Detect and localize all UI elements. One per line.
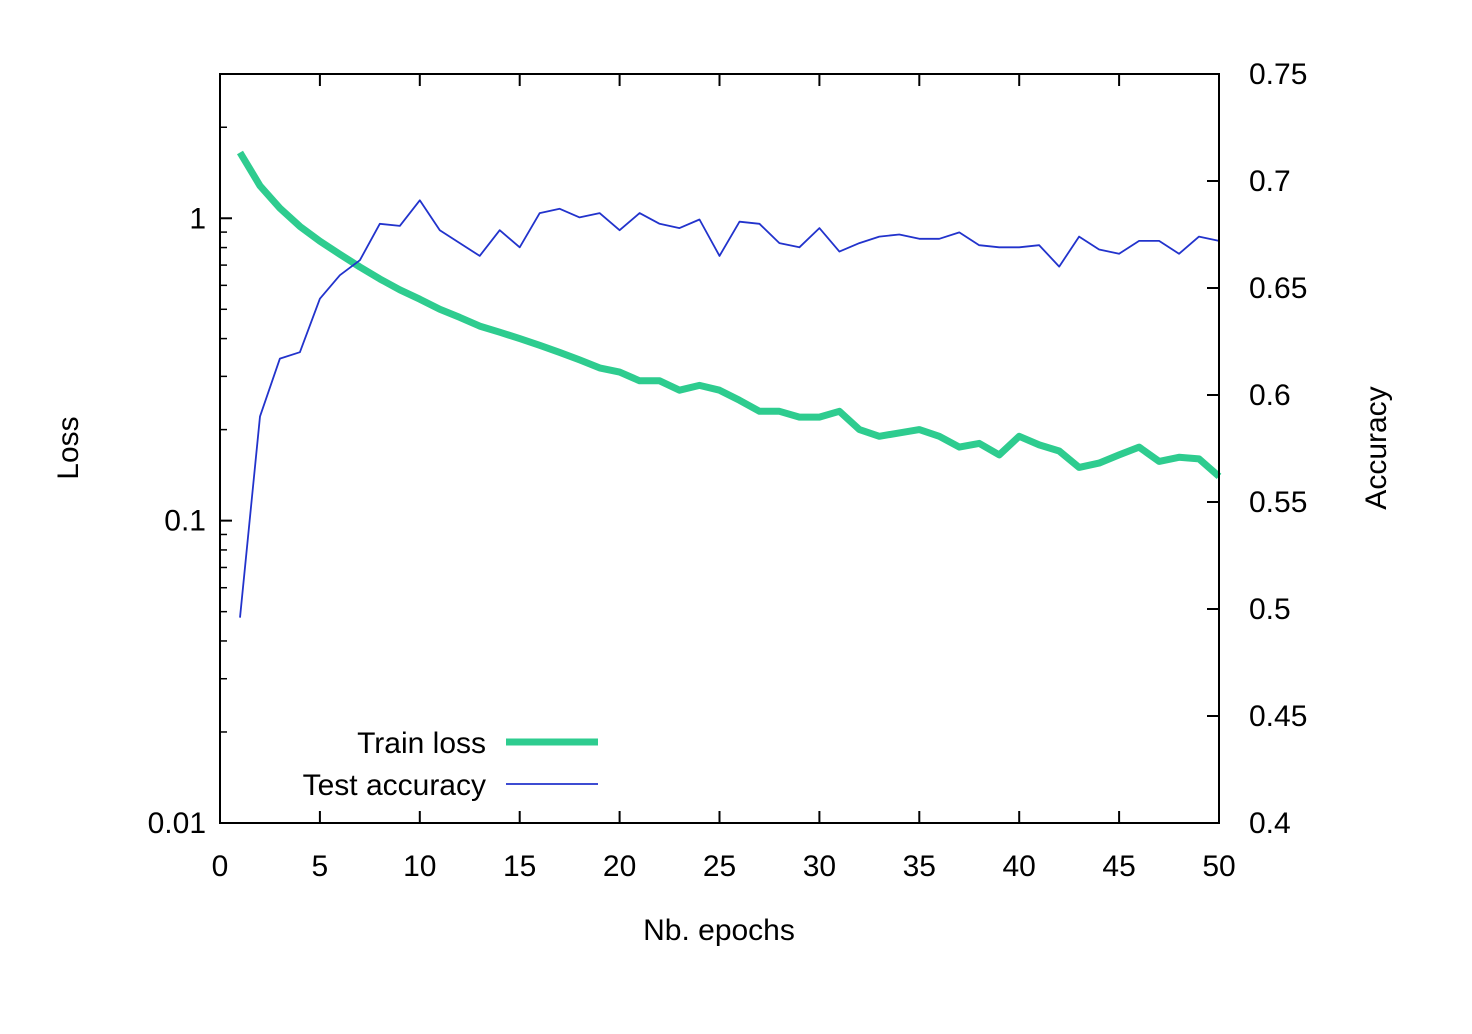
y-right-tick-label-0.55: 0.55 — [1249, 486, 1307, 519]
y-right-tick-label-0.5: 0.5 — [1249, 593, 1291, 626]
series-line-test-accuracy — [239, 199, 1220, 618]
legend-label-test-accuracy: Test accuracy — [303, 769, 486, 802]
x-tick-label-50: 50 — [1202, 850, 1235, 883]
ticks-layer — [219, 73, 1220, 824]
x-tick-label-30: 30 — [803, 850, 836, 883]
x-tick-label-0: 0 — [212, 850, 229, 883]
x-tick-label-5: 5 — [312, 850, 329, 883]
x-tick-label-20: 20 — [603, 850, 636, 883]
y-right-tick-label-0.65: 0.65 — [1249, 272, 1307, 305]
plot-frame — [219, 73, 1220, 824]
y-left-tick-label-0.01: 0.01 — [148, 807, 206, 840]
x-tick-label-25: 25 — [703, 850, 736, 883]
y-right-tick-label-0.45: 0.45 — [1249, 700, 1307, 733]
x-tick-label-35: 35 — [903, 850, 936, 883]
y-axis-right-title: Accuracy — [1360, 386, 1393, 509]
y-right-tick-label-0.4: 0.4 — [1249, 807, 1291, 840]
legend-label-train-loss: Train loss — [357, 727, 486, 760]
y-right-tick-label-0.75: 0.75 — [1249, 58, 1307, 91]
x-axis-title: Nb. epochs — [643, 914, 795, 947]
series-line-train-loss — [236, 150, 1222, 480]
y-axis-left-title: Loss — [52, 416, 85, 479]
x-tick-label-10: 10 — [403, 850, 436, 883]
y-left-tick-label-1: 1 — [189, 202, 206, 235]
y-right-tick-label-0.6: 0.6 — [1249, 379, 1291, 412]
x-tick-label-45: 45 — [1102, 850, 1135, 883]
y-left-tick-label-0.1: 0.1 — [164, 505, 206, 538]
y-right-tick-label-0.7: 0.7 — [1249, 165, 1291, 198]
labels-layer: 0 5 10 15 20 25 30 35 40 45 50 0.01 0.1 1 0.4 0.45 0.5 0.… — [148, 58, 1308, 883]
x-tick-label-15: 15 — [503, 850, 536, 883]
series-layer — [236, 150, 1222, 618]
legend: Train loss Test accuracy — [303, 727, 598, 802]
x-tick-label-40: 40 — [1003, 850, 1036, 883]
